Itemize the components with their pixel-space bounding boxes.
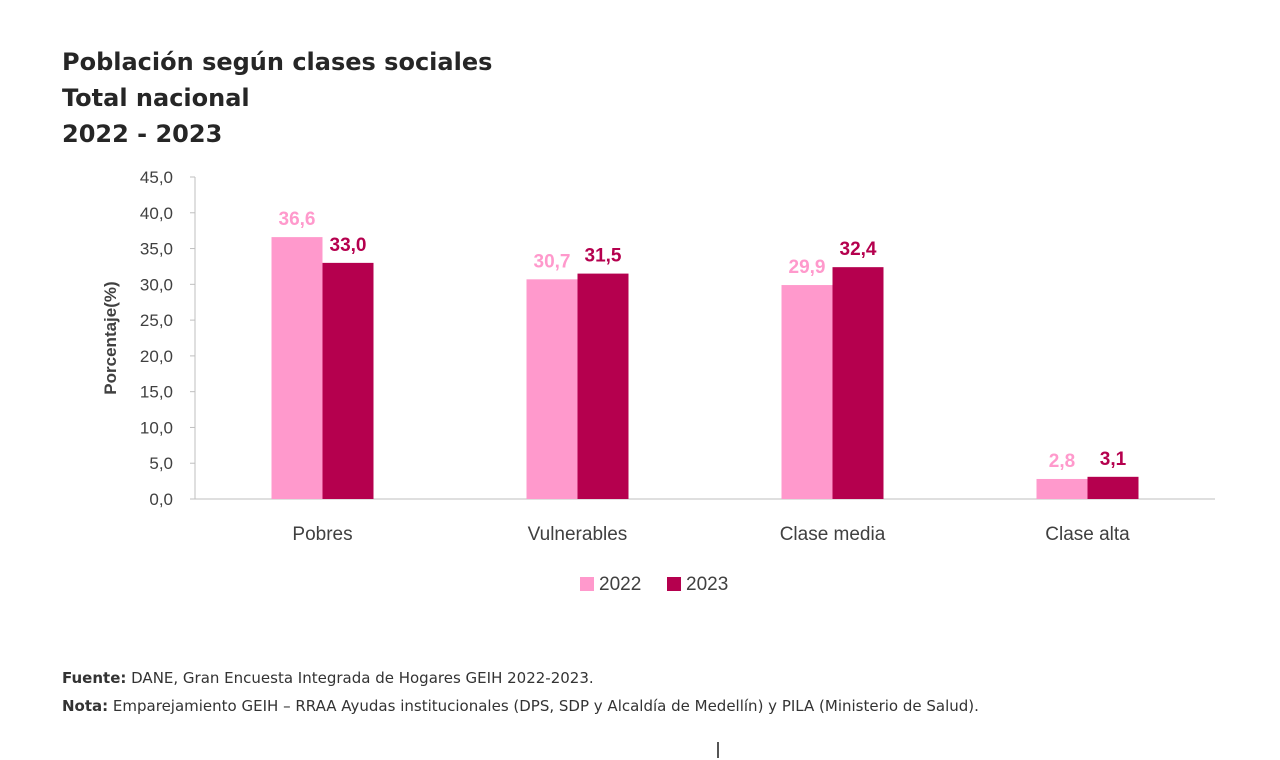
data-label: 36,6 <box>279 209 316 230</box>
source-text: DANE, Gran Encuesta Integrada de Hogares… <box>126 669 594 687</box>
x-category-label: Pobres <box>292 524 352 545</box>
y-tick-label: 10,0 <box>140 418 173 437</box>
bar-2023-vulnerables <box>577 273 629 499</box>
data-label: 29,9 <box>789 257 826 278</box>
chart-period: 2022 - 2023 <box>62 120 223 148</box>
bar-2022-pobres <box>271 237 323 499</box>
data-label: 32,4 <box>840 239 877 260</box>
legend-swatch-2023 <box>667 577 681 591</box>
data-label: 3,1 <box>1100 449 1127 470</box>
chart-title-block: Población según clases sociales Total na… <box>62 44 492 152</box>
source-note: Fuente: DANE, Gran Encuesta Integrada de… <box>62 664 979 692</box>
x-category-label: Clase media <box>780 524 886 545</box>
y-tick-label: 40,0 <box>140 204 173 223</box>
legend-swatch-2022 <box>580 577 594 591</box>
data-label: 30,7 <box>534 251 571 272</box>
y-tick-label: 30,0 <box>140 275 173 294</box>
bar-chart: 0,0 5,0 10,0 15,0 20,0 25,0 30,0 35,0 40,0 45,0 Po… <box>101 168 1215 595</box>
note-label: Nota: <box>62 697 109 715</box>
y-tick-label: 45,0 <box>140 168 173 187</box>
bar-2022-clase-media <box>781 285 833 499</box>
chart-title: Población según clases sociales <box>62 48 493 76</box>
bar-2023-pobres <box>322 262 374 499</box>
bar-2022-clase-alta <box>1036 478 1088 499</box>
bar-2023-clase-media <box>832 267 884 499</box>
y-tick-label: 5,0 <box>149 454 173 473</box>
note-text: Emparejamiento GEIH – RRAA Ayudas instit… <box>108 697 979 715</box>
x-category-label: Vulnerables <box>528 524 628 545</box>
y-tick-label: 15,0 <box>140 383 173 402</box>
x-category-label: Clase alta <box>1045 524 1130 545</box>
y-tick-label: 20,0 <box>140 347 173 366</box>
legend-label: 2023 <box>686 574 728 595</box>
data-label: 33,0 <box>330 235 367 256</box>
y-tick-label: 35,0 <box>140 240 173 259</box>
method-note: Nota: Emparejamiento GEIH – RRAA Ayudas … <box>62 692 979 720</box>
chart-subtitle: Total nacional <box>62 84 250 112</box>
y-tick-label: 0,0 <box>149 490 173 509</box>
chart-notes: Fuente: DANE, Gran Encuesta Integrada de… <box>62 664 979 720</box>
legend-label: 2022 <box>599 574 641 595</box>
text-cursor <box>717 742 719 758</box>
bar-2022-vulnerables <box>526 279 578 499</box>
source-label: Fuente: <box>62 669 127 687</box>
data-label: 2,8 <box>1049 451 1075 472</box>
y-axis-title: Porcentaje(%) <box>101 281 120 394</box>
data-label: 31,5 <box>585 246 622 267</box>
bar-2023-clase-alta <box>1087 476 1139 499</box>
y-tick-label: 25,0 <box>140 311 173 330</box>
